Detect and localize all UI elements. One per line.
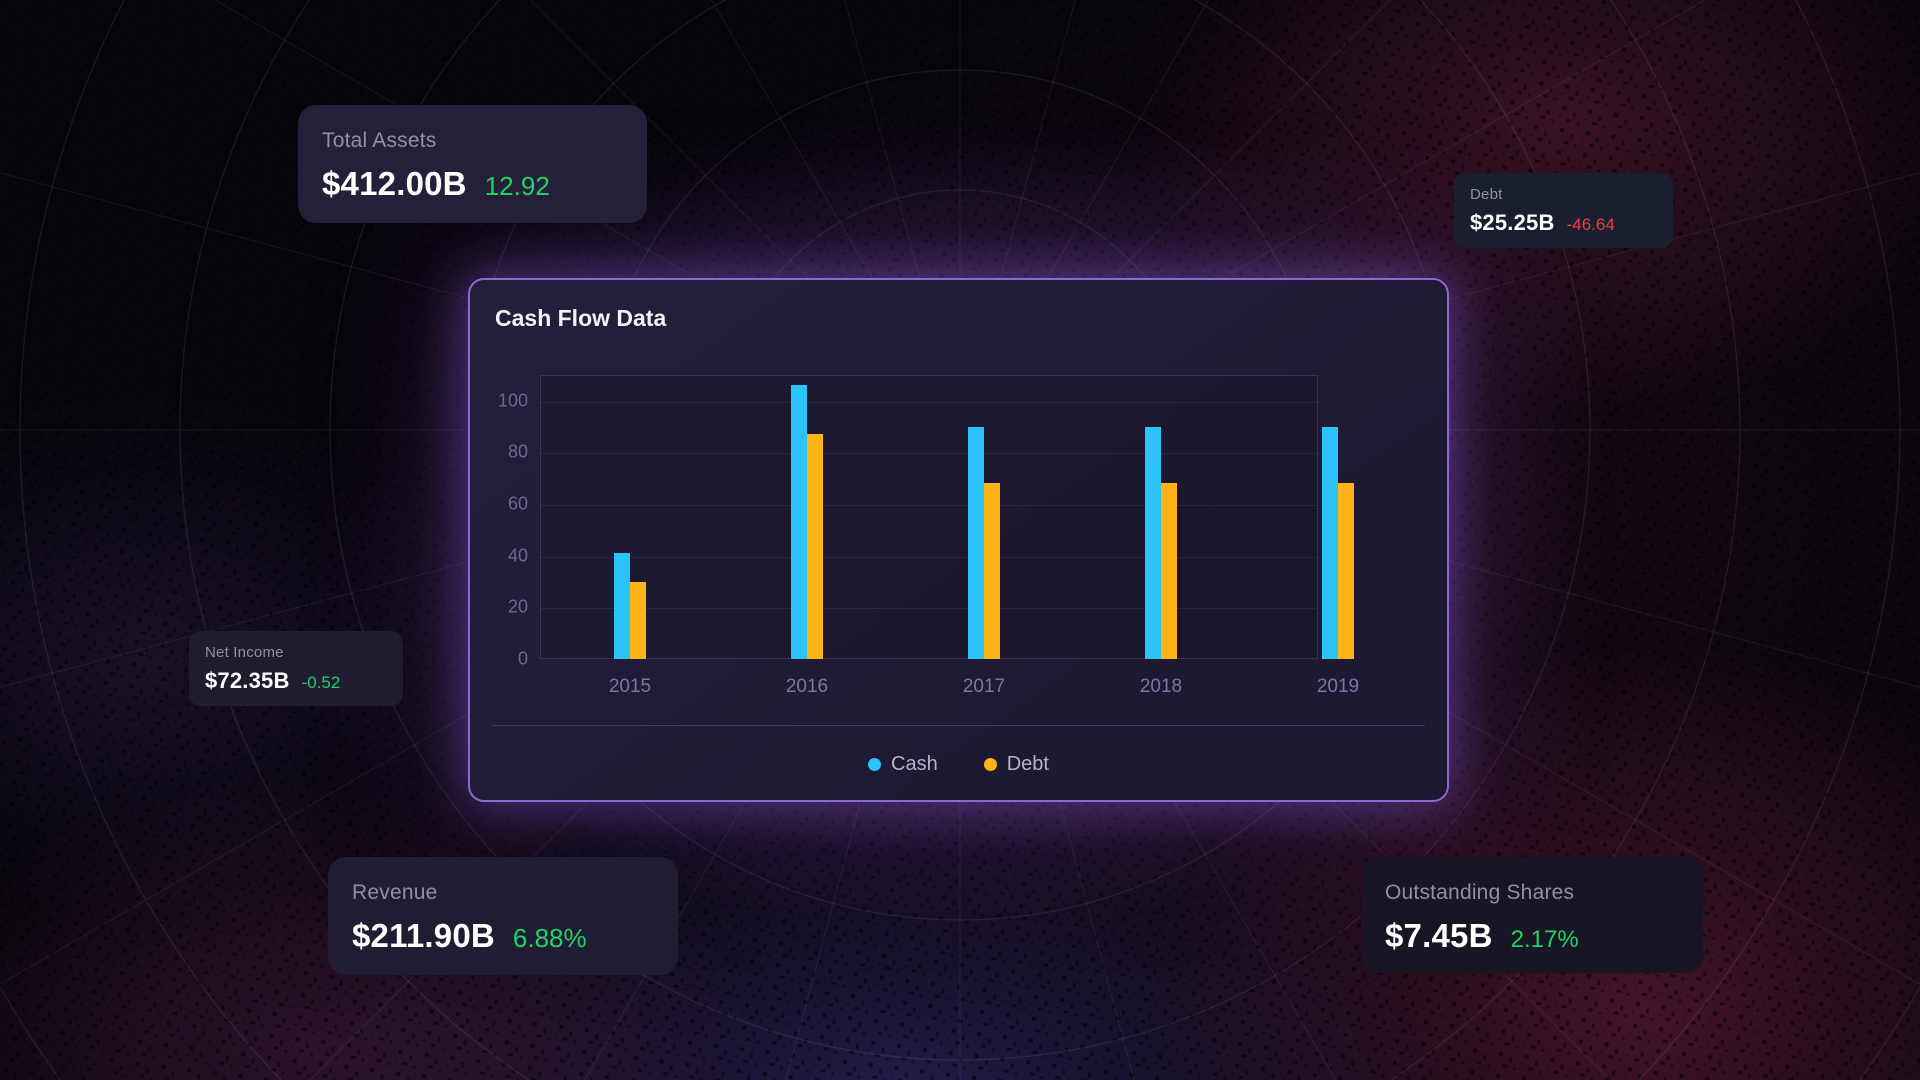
y-axis-tick-label: 40 <box>507 545 528 566</box>
cash-legend-dot-icon <box>868 757 882 771</box>
x-axis-label: 2019 <box>1316 676 1360 697</box>
net-income-delta: -0.52 <box>301 673 341 692</box>
y-gridline <box>541 556 1317 558</box>
y-axis-tick-label: 60 <box>507 493 528 514</box>
net-income-value: $72.35B <box>205 668 290 693</box>
y-axis: 0 20 40 60 80 100 <box>470 375 528 668</box>
chart-title: Cash Flow Data <box>495 305 667 331</box>
x-axis-label: 2017 <box>962 676 1006 697</box>
y-gridline <box>541 453 1317 455</box>
debt-card: Debt $25.25B -46.64 <box>1454 173 1673 248</box>
chart-bars <box>540 375 1354 659</box>
bar-debt-2019 <box>1338 483 1354 659</box>
bar-cash-2018 <box>1145 426 1161 659</box>
outstanding-shares-delta: 2.17% <box>1510 926 1579 953</box>
bar-cash-2016 <box>791 385 807 659</box>
x-axis-label: 2015 <box>608 676 652 697</box>
bar-debt-2018 <box>1161 483 1177 659</box>
y-axis-tick-label: 100 <box>497 390 528 411</box>
net-income-label: Net Income <box>205 644 284 661</box>
x-axis: 2015 2016 2017 2018 2019 <box>540 676 1359 700</box>
x-axis-label: 2016 <box>785 676 829 697</box>
legend-divider <box>492 725 1425 726</box>
revenue-value: $211.90B <box>352 917 495 954</box>
y-gridline <box>541 505 1317 507</box>
bar-debt-2016 <box>807 434 823 659</box>
total-assets-delta: 12.92 <box>484 171 550 201</box>
bar-debt-2017 <box>984 483 1000 659</box>
debt-legend-label: Debt <box>1006 752 1049 775</box>
bar-cash-2015 <box>614 553 630 659</box>
y-gridline <box>541 401 1317 403</box>
bar-debt-2015 <box>630 581 646 659</box>
cash-flow-chart-card: Cash Flow Data 0 20 40 60 80 100 2015 2016 2017… <box>468 278 1449 802</box>
debt-value: $25.25B <box>1470 210 1555 235</box>
outstanding-shares-label: Outstanding Shares <box>1385 881 1575 904</box>
y-axis-tick-label: 80 <box>507 441 528 462</box>
y-axis-tick-label: 0 <box>517 648 528 669</box>
bar-cash-2019 <box>1322 426 1338 659</box>
bar-cash-2017 <box>968 426 984 659</box>
total-assets-label: Total Assets <box>322 129 437 152</box>
outstanding-shares-card: Outstanding Shares $7.45B 2.17% <box>1361 857 1703 973</box>
outstanding-shares-value: $7.45B <box>1385 917 1493 954</box>
net-income-card: Net Income $72.35B -0.52 <box>189 631 403 706</box>
total-assets-card: Total Assets $412.00B 12.92 <box>298 105 647 223</box>
y-gridline <box>541 608 1317 610</box>
chart-legend: Cash Debt <box>470 750 1447 778</box>
x-axis-label: 2018 <box>1139 676 1183 697</box>
y-axis-tick-label: 20 <box>507 596 528 617</box>
revenue-label: Revenue <box>352 881 438 904</box>
total-assets-value: $412.00B <box>322 165 467 202</box>
debt-delta: -46.64 <box>1566 215 1615 234</box>
legend-item-debt[interactable]: Debt <box>983 752 1049 776</box>
cash-legend-label: Cash <box>891 752 938 775</box>
debt-legend-dot-icon <box>983 757 997 771</box>
debt-label: Debt <box>1470 186 1503 203</box>
revenue-card: Revenue $211.90B 6.88% <box>328 857 678 975</box>
legend-item-cash[interactable]: Cash <box>868 753 938 776</box>
chart-plot-area <box>540 375 1318 659</box>
revenue-delta: 6.88% <box>512 923 587 953</box>
